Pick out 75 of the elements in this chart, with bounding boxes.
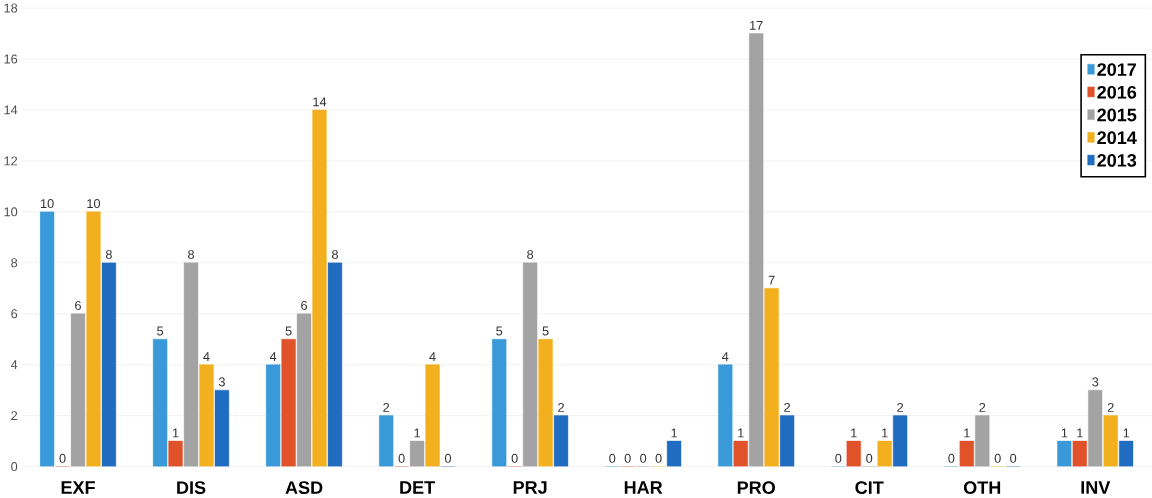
data-label: 2 [979,403,986,413]
data-label: 14 [313,97,327,107]
data-label: 2 [897,403,904,413]
data-label: 4 [269,352,277,362]
x-tick-label: CIT [855,481,884,495]
data-label: 0 [866,454,873,464]
data-label: 1 [414,428,421,438]
data-label: 7 [768,275,775,285]
data-label: 2 [1107,403,1114,413]
x-tick-label: ASD [285,481,323,495]
x-tick-label: INV [1081,481,1111,494]
data-label: 4 [429,352,436,362]
legend-label: 2013 [1097,154,1137,168]
legend-label: 2017 [1097,63,1137,77]
legend-label: 2015 [1097,108,1137,122]
data-label: 0 [1010,454,1017,464]
data-label: 2 [784,403,790,413]
data-label: 1 [1123,428,1130,438]
x-tick-label: HAR [624,481,663,494]
data-label: 3 [1092,377,1099,387]
data-label: 10 [40,199,54,209]
data-label: 0 [444,454,452,464]
legend-label: 2014 [1097,131,1137,145]
data-label: 0 [994,454,1001,464]
data-label: 1 [882,428,888,438]
data-label: 0 [655,454,662,464]
data-label: 5 [496,326,503,336]
data-label: 0 [624,454,631,464]
y-tick-label: 14 [4,105,18,115]
data-label: 5 [285,326,292,336]
data-label: 4 [722,352,729,362]
x-tick-label: PRO [737,481,775,495]
x-tick-label: PRJ [513,481,547,495]
data-label: 1 [172,428,179,438]
data-label: 1 [1061,428,1068,438]
data-label: 8 [188,250,195,260]
data-label: 1 [738,428,744,438]
y-tick-label: 16 [4,54,18,64]
data-label: 2 [558,403,564,413]
y-tick-label: 0 [11,462,18,472]
data-label: 1 [964,428,970,438]
y-tick-label: 8 [11,258,18,268]
x-tick-label: DIS [177,481,206,495]
y-tick-label: 10 [4,207,18,217]
x-tick-label: DET [400,481,435,494]
data-label: 0 [59,454,66,464]
legend-label: 2016 [1097,86,1137,99]
data-label: 8 [331,250,338,260]
data-label: 8 [105,250,112,260]
x-tick-label: OTH [963,481,1001,495]
data-label: 0 [640,454,647,464]
data-label: 4 [203,352,210,362]
y-tick-label: 4 [10,360,18,370]
y-tick-label: 6 [11,309,18,319]
data-label: 0 [609,454,616,464]
data-label: 0 [511,454,518,464]
data-label: 8 [527,250,534,260]
data-label: 0 [398,454,405,464]
y-tick-label: 2 [11,411,18,421]
data-label: 5 [542,326,549,336]
y-tick-label: 18 [4,3,18,13]
data-label: 10 [87,199,101,209]
data-label: 6 [301,301,308,311]
data-label: 0 [948,454,955,464]
data-label: 17 [750,21,763,30]
data-label: 0 [835,454,842,464]
data-label: 1 [671,428,677,438]
data-label: 1 [1077,428,1083,438]
data-label: 1 [851,428,857,438]
data-label: 5 [157,326,164,336]
data-label: 6 [75,301,81,311]
y-tick-label: 12 [4,156,18,166]
x-tick-label: EXF [61,481,95,494]
data-label: 3 [218,377,225,387]
data-label: 2 [383,403,390,413]
